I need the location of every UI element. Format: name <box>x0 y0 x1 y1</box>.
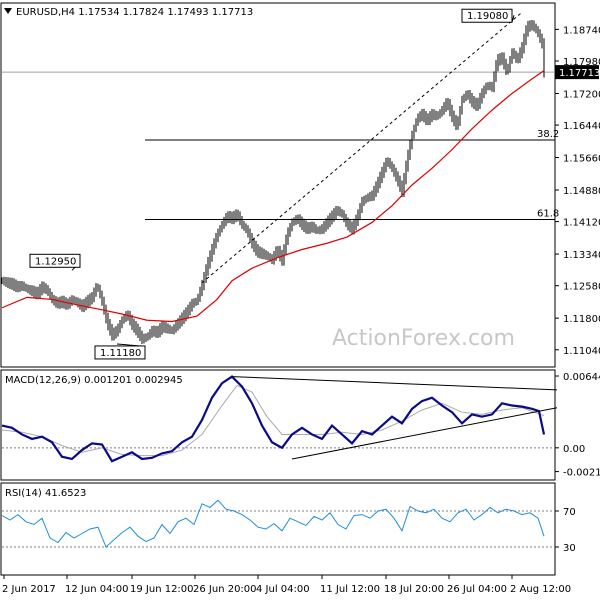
price-panel-frame <box>0 2 556 368</box>
rsi-panel: RSI(14) 41.6523 70 30 <box>0 482 576 576</box>
current-price-box <box>555 65 599 80</box>
fib-level-label: 38.2 <box>537 129 559 140</box>
time-tick-label: 2 Aug 12:00 <box>510 584 571 595</box>
rsi-plot <box>1 499 555 548</box>
price-tick-label: 1.17980 <box>563 57 600 68</box>
macd-tick-label: -0.002134 <box>563 468 600 479</box>
moving-average-line <box>1 70 545 323</box>
price-tick-label: 1.13340 <box>563 250 600 261</box>
price-tick-label: 1.11040 <box>563 346 600 357</box>
rsi-line <box>1 499 545 548</box>
macd-axis: 0.006449 0.00 -0.002134 <box>555 372 600 479</box>
time-axis: 2 Jun 2017 12 Jun 04:00 19 Jun 12:00 26 Jun… <box>2 575 571 595</box>
time-tick-label: 11 Jul 12:00 <box>320 584 380 595</box>
price-axis: 1.18740 1.17980 1.17200 1.16440 1.15660 1.148… <box>555 25 600 357</box>
swing-annotation-pointer <box>511 15 515 23</box>
price-tick-label: 1.16440 <box>563 121 600 132</box>
macd-signal-line <box>1 384 545 457</box>
rsi-tick-label: 30 <box>563 543 576 554</box>
symbol: EURUSD <box>16 7 58 18</box>
swing-annotation-label: 1.11180 <box>100 348 141 359</box>
macd-tick-label: 0.006449 <box>563 372 600 383</box>
fib-level-label: 61.8 <box>537 209 559 220</box>
time-tick-label: 26 Jun 20:00 <box>193 584 257 595</box>
trend-channel-line <box>201 11 523 284</box>
price-tick-label: 1.18740 <box>563 25 600 36</box>
swing-annotation-box <box>29 253 81 268</box>
macd-tick-label: 0.00 <box>563 444 585 455</box>
macd-main-line <box>1 375 546 463</box>
rsi-panel-frame <box>0 482 556 576</box>
current-price-label: 1.17713 <box>559 68 600 79</box>
macd-plot <box>1 375 558 463</box>
price-tick-label: 1.14880 <box>563 186 600 197</box>
ohlc-high: 1.17824 <box>123 7 164 18</box>
swing-annotation-box <box>94 345 146 360</box>
chart-header: EURUSD,H4 1.17534 1.17824 1.17493 1.1771… <box>16 7 253 18</box>
rsi-label: RSI(14) 41.6523 <box>5 488 86 499</box>
macd-support-trendline <box>291 407 558 460</box>
time-tick-label: 26 Jul 04:00 <box>447 584 507 595</box>
swing-annotation-label: 1.12950 <box>35 256 76 267</box>
macd-panel-frame <box>0 369 556 481</box>
time-tick-label: 4 Jul 04:00 <box>256 584 310 595</box>
swing-annotation-label: 1.19080 <box>467 11 508 22</box>
ohlc-close: 1.17713 <box>212 7 253 18</box>
swing-annotation-pointer <box>116 343 141 347</box>
time-tick-label: 19 Jun 12:00 <box>130 584 194 595</box>
price-tick-label: 1.17200 <box>563 89 600 100</box>
time-tick-label: 18 Jul 20:00 <box>384 584 444 595</box>
price-tick-label: 1.12580 <box>563 282 600 293</box>
time-tick-label: 2 Jun 2017 <box>2 584 56 595</box>
price-panel: EURUSD,H4 1.17534 1.17824 1.17493 1.1771… <box>0 2 600 368</box>
timeframe: H4 <box>61 7 75 18</box>
swing-annotation-pointer <box>71 266 76 271</box>
macd-label: MACD(12,26,9) 0.001201 0.002945 <box>5 375 183 386</box>
macd-panel: MACD(12,26,9) 0.001201 0.002945 0.006449… <box>0 369 600 481</box>
header-triangle-icon <box>4 8 12 14</box>
watermark: ActionForex.com <box>332 326 515 351</box>
ohlc-low: 1.17493 <box>167 7 208 18</box>
price-plot: 38.2 61.8 1.17713 1.19080 1.12950 1.11180 <box>1 8 600 360</box>
price-tick-label: 1.14120 <box>563 218 600 229</box>
price-tick-label: 1.15660 <box>563 154 600 165</box>
time-tick-label: 12 Jun 04:00 <box>65 584 129 595</box>
macd-resistance-trendline <box>231 376 558 391</box>
rsi-axis: 70 30 <box>555 507 576 554</box>
rsi-tick-label: 70 <box>563 507 576 518</box>
swing-annotation-box <box>461 8 513 23</box>
ohlc-open: 1.17534 <box>78 7 119 18</box>
price-tick-label: 1.11800 <box>563 314 600 325</box>
